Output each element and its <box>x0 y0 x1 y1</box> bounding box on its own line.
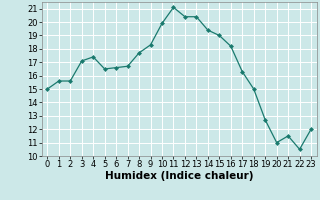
X-axis label: Humidex (Indice chaleur): Humidex (Indice chaleur) <box>105 171 253 181</box>
